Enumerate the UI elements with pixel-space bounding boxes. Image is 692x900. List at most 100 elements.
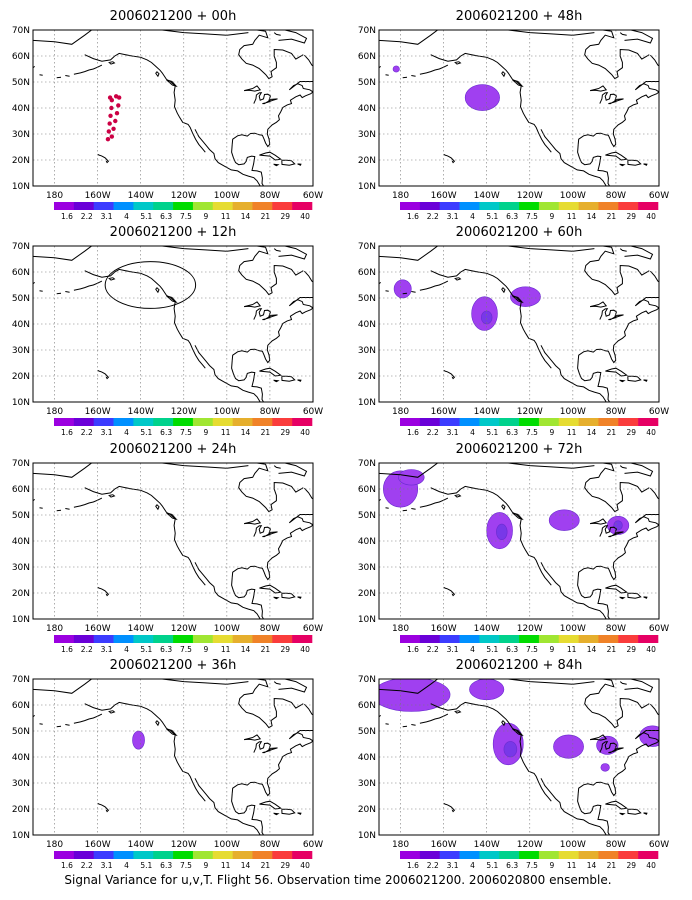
colorbar-label: 6.3 xyxy=(506,861,518,870)
coastline xyxy=(243,518,262,525)
x-tick-label: 140W xyxy=(474,191,500,201)
y-tick-label: 50N xyxy=(12,294,30,304)
variance-region xyxy=(398,469,425,486)
x-tick-label: 180 xyxy=(392,840,409,850)
forecast-panel-5: 2006021200 + 72h 10N 20N 30N 40N 50N 60N 70N 180… xyxy=(358,442,669,654)
colorbar-label: 4 xyxy=(470,212,475,221)
coastline xyxy=(315,727,328,739)
coastline xyxy=(624,246,654,260)
colorbar-label: 5.1 xyxy=(486,861,498,870)
y-tick-label: 30N xyxy=(12,563,30,573)
x-tick-label: 100W xyxy=(214,191,240,201)
coastline xyxy=(231,703,313,797)
colorbar-swatch xyxy=(252,635,273,643)
colorbar-swatch xyxy=(113,851,134,859)
colorbar-label: 2.2 xyxy=(427,212,439,221)
colorbar-label: 7.5 xyxy=(526,212,538,221)
colorbar-swatch xyxy=(272,635,293,643)
coastline xyxy=(624,679,654,693)
coastline xyxy=(155,720,160,727)
x-tick-label: 180 xyxy=(392,624,409,634)
y-tick-label: 60N xyxy=(358,268,376,278)
x-tick-label: 120W xyxy=(517,407,543,417)
coastline xyxy=(273,379,280,383)
colorbar-label: 14 xyxy=(241,212,251,221)
colorbar-swatch xyxy=(538,202,560,210)
colorbar-swatch xyxy=(538,851,560,859)
coastline xyxy=(231,487,313,581)
colorbar-swatch xyxy=(232,202,253,210)
colorbar-swatch xyxy=(598,202,619,210)
colorbar-swatch xyxy=(272,202,293,210)
colorbar-swatch xyxy=(173,851,194,859)
variance-region xyxy=(392,65,400,73)
colorbar-swatch xyxy=(232,635,253,643)
y-tick-label: 10N xyxy=(358,831,376,841)
colorbar-swatch xyxy=(499,418,520,426)
colorbar-label: 29 xyxy=(280,428,290,437)
y-tick-label: 20N xyxy=(12,156,30,166)
colorbar-label: 5.1 xyxy=(140,861,152,870)
x-tick-label: 180 xyxy=(46,407,63,417)
colorbar-label: 21 xyxy=(607,212,617,221)
x-tick-label: 180 xyxy=(46,840,63,850)
x-tick-label: 100W xyxy=(560,191,586,201)
coastline xyxy=(619,465,627,469)
coastline xyxy=(253,525,278,538)
colorbar-swatch xyxy=(558,418,579,426)
colorbar-swatch xyxy=(133,418,154,426)
coastline xyxy=(259,800,282,810)
coastline xyxy=(540,562,607,619)
colorbar-label: 1.6 xyxy=(61,645,73,654)
coastline xyxy=(281,592,296,599)
x-tick-label: 120W xyxy=(171,840,197,850)
colorbar-label: 11 xyxy=(567,428,577,437)
colorbar-label: 14 xyxy=(241,861,251,870)
coastline xyxy=(253,741,278,754)
coastline xyxy=(39,290,43,292)
coastline xyxy=(501,287,506,294)
coastline xyxy=(155,504,160,511)
coastline xyxy=(194,345,261,402)
colorbar-swatch xyxy=(400,851,421,859)
colorbar-label: 1.6 xyxy=(61,861,73,870)
coastline xyxy=(540,345,607,402)
colorbar-swatch xyxy=(133,851,154,859)
variance-region xyxy=(469,679,505,701)
colorbar-swatch xyxy=(54,202,75,210)
colorbar-label: 21 xyxy=(261,428,271,437)
coastline xyxy=(619,681,627,685)
colorbar-swatch xyxy=(499,635,520,643)
y-tick-label: 20N xyxy=(358,156,376,166)
coastline xyxy=(297,163,302,166)
colorbar-label: 40 xyxy=(300,861,310,870)
y-tick-label: 20N xyxy=(358,372,376,382)
coastline xyxy=(402,509,408,512)
colorbar-label: 14 xyxy=(241,645,251,654)
coastline xyxy=(379,679,595,694)
coastline xyxy=(627,808,642,815)
coastline xyxy=(643,163,648,166)
colorbar-label: 7.5 xyxy=(526,428,538,437)
forecast-panel-2: 2006021200 + 12h 10N 20N 30N 40N 50N 60N 70N 180… xyxy=(12,225,323,437)
colorbar-swatch xyxy=(272,418,293,426)
coastline xyxy=(97,802,110,813)
coastline xyxy=(443,153,456,164)
colorbar-label: 5.1 xyxy=(140,212,152,221)
x-tick-label: 160W xyxy=(85,624,111,634)
coastline xyxy=(65,508,70,510)
coastline xyxy=(231,270,313,364)
colorbar-swatch xyxy=(400,635,421,643)
colorbar-label: 2.2 xyxy=(81,212,93,221)
x-tick-label: 120W xyxy=(171,191,197,201)
colorbar-label: 11 xyxy=(221,212,231,221)
y-tick-label: 30N xyxy=(12,130,30,140)
colorbar-swatch xyxy=(73,418,94,426)
colorbar-label: 21 xyxy=(607,645,617,654)
coastline xyxy=(619,32,627,36)
colorbar-swatch xyxy=(499,202,520,210)
coastline xyxy=(661,727,674,739)
colorbar-swatch xyxy=(439,851,460,859)
coastline xyxy=(624,463,654,477)
x-tick-label: 120W xyxy=(171,407,197,417)
